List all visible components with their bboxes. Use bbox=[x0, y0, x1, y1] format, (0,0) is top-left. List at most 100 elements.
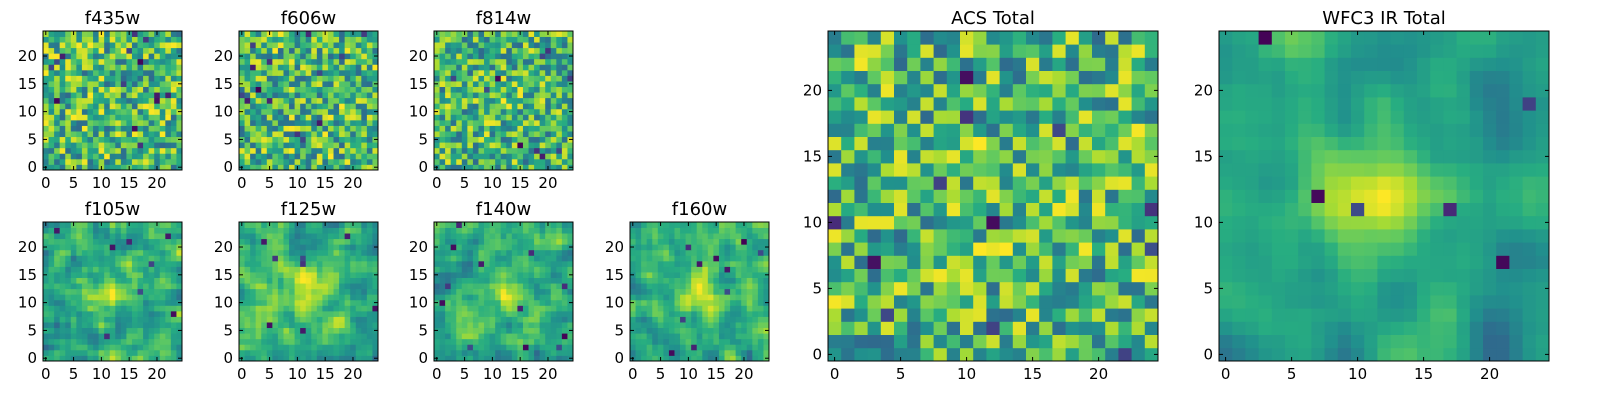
heatmap-cell bbox=[1118, 202, 1132, 217]
heatmap-cell bbox=[283, 75, 290, 82]
heatmap-cell bbox=[467, 305, 474, 312]
heatmap-cell bbox=[489, 42, 496, 49]
heatmap-cell bbox=[372, 316, 379, 323]
heatmap-cell bbox=[159, 344, 166, 351]
heatmap-cell bbox=[894, 334, 908, 349]
heatmap-cell bbox=[148, 299, 155, 306]
heatmap-cell bbox=[1144, 347, 1159, 362]
heatmap-cell bbox=[450, 260, 457, 267]
heatmap-cell bbox=[305, 53, 312, 60]
heatmap-cell bbox=[550, 64, 557, 71]
heatmap-cell bbox=[244, 322, 251, 329]
heatmap-cell bbox=[283, 294, 290, 301]
heatmap-cell bbox=[355, 136, 362, 143]
heatmap-cell bbox=[255, 103, 262, 110]
heatmap-cell bbox=[289, 233, 295, 240]
heatmap-cell bbox=[266, 153, 273, 160]
heatmap-cell bbox=[702, 238, 709, 245]
heatmap-cell bbox=[534, 316, 541, 323]
heatmap-cell bbox=[115, 233, 122, 240]
axes-frame bbox=[433, 30, 574, 171]
heatmap-cell bbox=[472, 305, 479, 312]
heatmap-cell bbox=[333, 36, 340, 43]
heatmap-cell bbox=[517, 81, 524, 87]
heatmap-cell bbox=[170, 238, 177, 245]
heatmap-cell bbox=[467, 97, 474, 104]
heatmap-cell bbox=[713, 322, 720, 329]
heatmap-cell bbox=[159, 81, 166, 87]
heatmap-cell bbox=[534, 36, 541, 43]
heatmap-cell bbox=[255, 92, 262, 99]
heatmap-cell bbox=[59, 227, 66, 234]
heatmap-cell bbox=[154, 260, 161, 267]
heatmap-cell bbox=[484, 349, 490, 356]
heatmap-cell bbox=[1144, 321, 1159, 335]
heatmap-cell bbox=[495, 355, 502, 362]
heatmap-cell bbox=[746, 288, 753, 295]
heatmap-cell bbox=[311, 58, 318, 65]
heatmap-cell bbox=[137, 125, 144, 132]
heatmap-cell bbox=[261, 299, 268, 306]
heatmap-cell bbox=[294, 142, 301, 149]
heatmap-cell bbox=[445, 333, 452, 340]
heatmap-cell bbox=[261, 322, 268, 329]
heatmap-cell bbox=[87, 344, 94, 351]
heatmap-cell bbox=[652, 249, 659, 256]
heatmap-cell bbox=[104, 349, 111, 356]
heatmap-cell bbox=[495, 227, 502, 234]
heatmap-cell bbox=[131, 114, 138, 121]
heatmap-cell bbox=[87, 322, 94, 329]
heatmap-cell bbox=[176, 227, 183, 234]
heatmap-cell bbox=[65, 64, 72, 71]
heatmap-cell bbox=[894, 295, 908, 309]
heatmap-cell bbox=[283, 108, 290, 115]
heatmap-cell bbox=[300, 266, 307, 273]
heatmap-cell bbox=[316, 255, 323, 262]
heatmap-cell bbox=[696, 338, 703, 345]
heatmap-cell bbox=[539, 344, 546, 351]
heatmap-cell bbox=[255, 97, 262, 104]
heatmap-cell bbox=[277, 119, 284, 126]
heatmap-cell bbox=[316, 69, 323, 76]
heatmap-cell bbox=[154, 333, 161, 340]
heatmap-cell bbox=[76, 355, 83, 362]
heatmap-cell bbox=[98, 299, 105, 306]
heatmap-cell bbox=[685, 233, 692, 240]
heatmap-cell bbox=[495, 277, 502, 284]
heatmap-cell bbox=[561, 233, 568, 240]
heatmap-cell bbox=[561, 322, 568, 329]
heatmap-cell bbox=[176, 69, 183, 76]
heatmap-cell bbox=[478, 81, 485, 87]
heatmap-cell bbox=[450, 142, 457, 149]
heatmap-cell bbox=[355, 53, 362, 60]
heatmap-cell bbox=[561, 114, 568, 121]
heatmap-cell bbox=[545, 153, 552, 160]
heatmap-cell bbox=[561, 355, 568, 362]
heatmap-cell bbox=[255, 75, 262, 82]
heatmap-cell bbox=[506, 233, 513, 240]
heatmap-cell bbox=[65, 333, 72, 340]
heatmap-cell bbox=[98, 119, 105, 126]
heatmap-cell bbox=[361, 349, 368, 356]
x-tick-label: 10 bbox=[92, 365, 111, 383]
heatmap-cell bbox=[746, 272, 753, 278]
heatmap-cell bbox=[143, 158, 150, 165]
heatmap-cell bbox=[294, 310, 301, 317]
heatmap-cell bbox=[506, 64, 513, 71]
heatmap-cell bbox=[456, 299, 463, 306]
heatmap-cell bbox=[261, 238, 268, 245]
heatmap-cell bbox=[500, 81, 507, 87]
heatmap-cell bbox=[1052, 321, 1066, 335]
heatmap-cell bbox=[933, 229, 948, 243]
heatmap-cell bbox=[255, 305, 262, 312]
heatmap-cell bbox=[54, 53, 61, 60]
heatmap-cell bbox=[522, 125, 529, 132]
heatmap-cell bbox=[696, 310, 703, 317]
heatmap-cell bbox=[854, 347, 868, 362]
heatmap-cell bbox=[143, 36, 150, 43]
heatmap-cell bbox=[344, 344, 351, 351]
heatmap-cell bbox=[539, 147, 546, 154]
heatmap-cell bbox=[48, 92, 55, 99]
heatmap-cell bbox=[65, 31, 72, 37]
heatmap-cell bbox=[680, 310, 686, 317]
